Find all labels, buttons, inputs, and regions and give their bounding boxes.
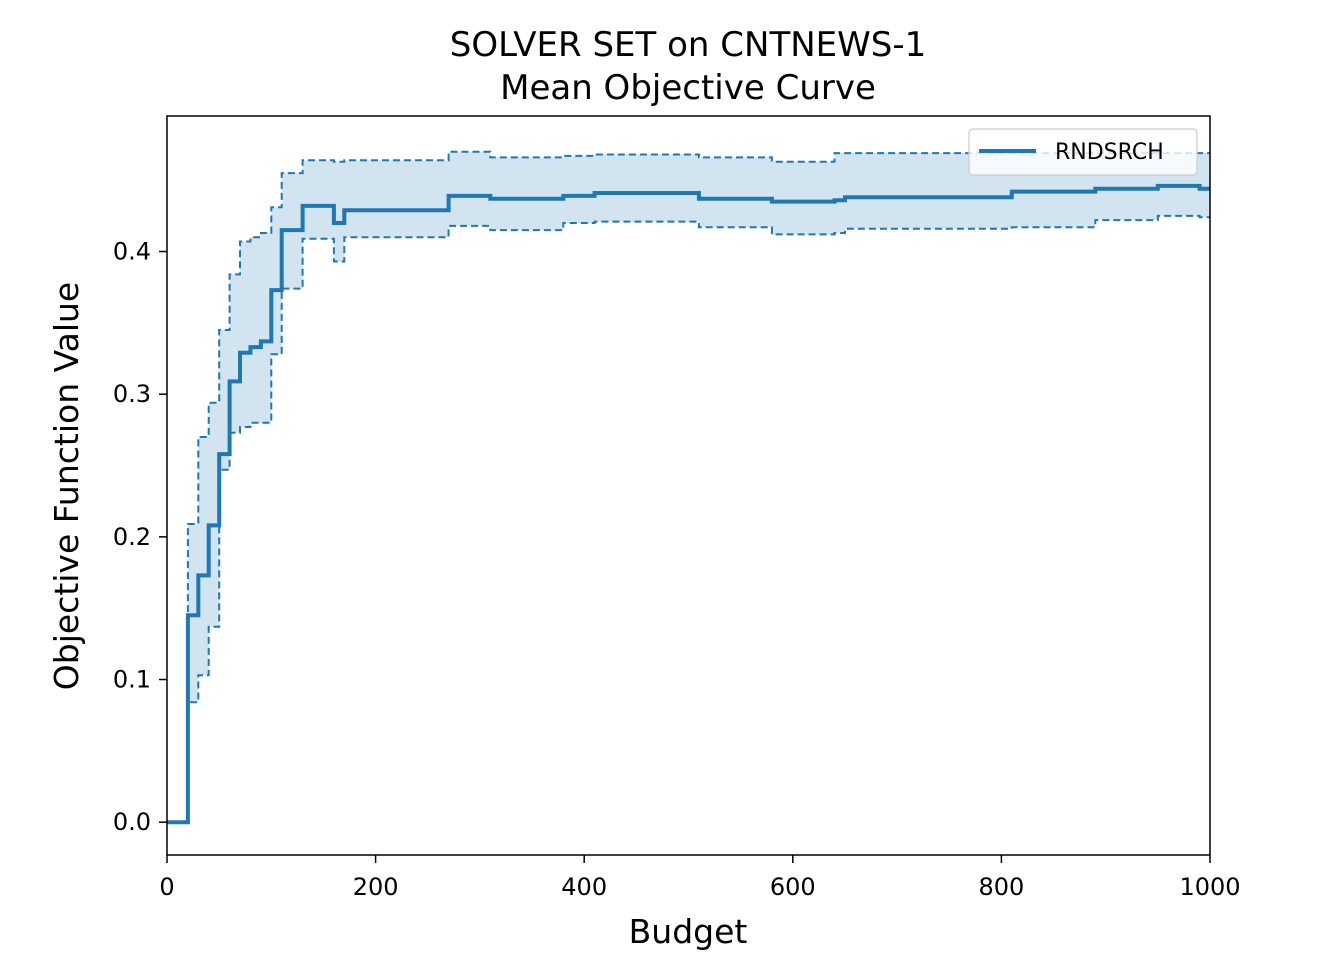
y-tick-label: 0.2 <box>113 523 151 551</box>
y-axis-label: Objective Function Value <box>47 282 86 690</box>
y-tick-label: 0.1 <box>113 666 151 694</box>
x-axis-label: Budget <box>629 912 748 951</box>
mean-line-rndsrch <box>167 183 1210 825</box>
legend-box <box>968 128 1198 176</box>
y-axis: 0.0 0.1 0.2 0.3 0.4 <box>113 238 167 836</box>
x-tick-label: 200 <box>353 873 399 901</box>
chart-subtitle: Mean Objective Curve <box>500 68 876 108</box>
axes-frame <box>166 115 1211 856</box>
chart-title: SOLVER SET on CNTNEWS-1 <box>450 25 926 65</box>
x-tick-label: 1000 <box>1179 873 1240 901</box>
x-tick-label: 600 <box>770 873 816 901</box>
y-tick-label: 0.4 <box>113 238 151 266</box>
x-tick-label: 400 <box>561 873 607 901</box>
y-tick-label: 0.3 <box>113 380 151 408</box>
y-tick-label: 0.0 <box>113 808 151 836</box>
legend-label-rndsrch: RNDSRCH <box>1055 140 1164 165</box>
x-tick-label: 0 <box>159 873 174 901</box>
plot-area <box>167 150 1210 825</box>
lower-bound-line-rndsrch <box>167 214 1210 824</box>
upper-bound-line-rndsrch <box>167 150 1210 824</box>
x-axis: 0 200 400 600 800 1000 <box>159 855 1241 901</box>
legend: RNDSRCH <box>968 128 1198 176</box>
x-tick-label: 800 <box>978 873 1024 901</box>
